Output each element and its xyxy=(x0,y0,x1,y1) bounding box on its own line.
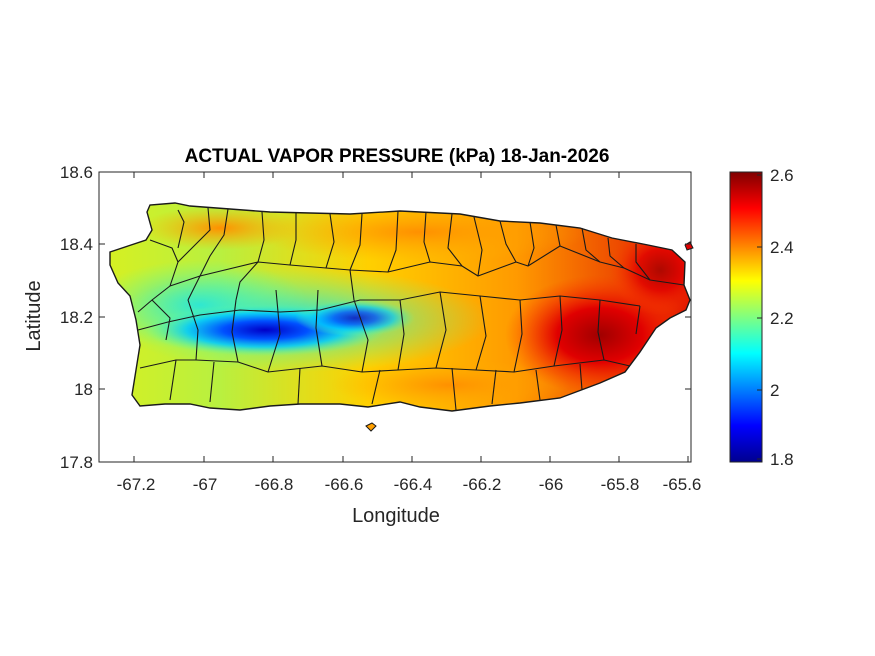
colorbar-tick-label: 2.2 xyxy=(770,309,794,328)
y-tick-label: 17.8 xyxy=(60,453,93,472)
colorbar-gradient xyxy=(729,171,763,463)
x-tick-label: -65.8 xyxy=(601,475,640,494)
x-tick-label: -67.2 xyxy=(117,475,156,494)
x-tick-label: -67 xyxy=(193,475,218,494)
x-tick-label: -66.2 xyxy=(463,475,502,494)
y-axis-label: Latitude xyxy=(23,280,45,351)
x-tick-label: -66.4 xyxy=(394,475,433,494)
y-tick-label: 18.4 xyxy=(60,235,93,254)
x-axis: -67.2 -67 -66.8 -66.6 -66.4 -66.2 -66 -6… xyxy=(117,172,702,494)
y-axis: 18.6 18.4 18.2 18 17.8 xyxy=(60,163,691,472)
y-tick-label: 18 xyxy=(74,380,93,399)
island-coastline xyxy=(109,202,691,412)
colorbar-tick-label: 2 xyxy=(770,381,779,400)
x-tick-label: -66.6 xyxy=(325,475,364,494)
y-tick-label: 18.6 xyxy=(60,163,93,182)
caja-de-muertos-island xyxy=(365,422,377,432)
x-tick-label: -66.8 xyxy=(255,475,294,494)
colorbar-tick-label: 2.4 xyxy=(770,238,794,257)
colorbar-tick-label: 2.6 xyxy=(770,166,794,185)
colorbar-tick-label: 1.8 xyxy=(770,450,794,469)
puerto-rico-island xyxy=(110,203,690,411)
y-tick-label: 18.2 xyxy=(60,308,93,327)
x-axis-label: Longitude xyxy=(352,505,440,527)
municipality-boundaries xyxy=(137,207,685,411)
chart-title: ACTUAL VAPOR PRESSURE (kPa) 18-Jan-2026 xyxy=(185,146,610,167)
x-tick-label: -66 xyxy=(539,475,564,494)
colorbar: 2.6 2.4 2.2 2 1.8 xyxy=(729,166,794,469)
x-tick-label: -65.6 xyxy=(663,475,702,494)
